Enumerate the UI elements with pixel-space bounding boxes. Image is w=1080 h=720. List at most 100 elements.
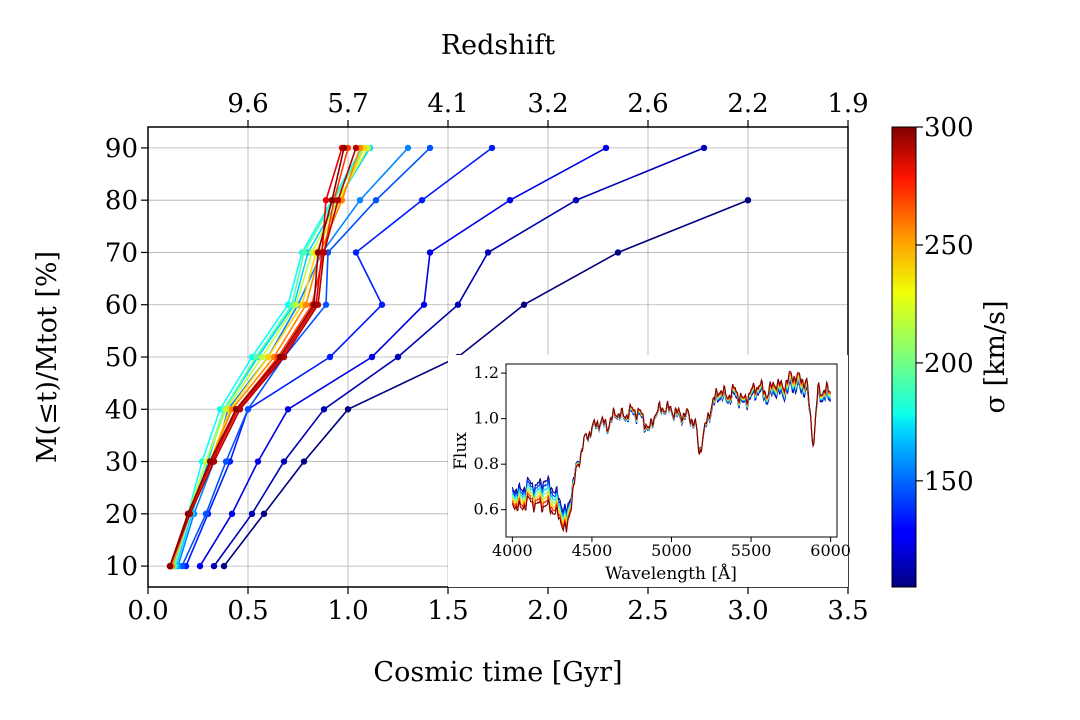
y-axis-label: M(≤t)/Mtot [%] [32, 251, 63, 463]
top-tick-label: 2.6 [627, 89, 668, 119]
data-point [394, 353, 402, 361]
data-point [276, 353, 284, 361]
inset-chart: 4000 4500 5000 5500 6000 0.6 0.8 1.0 1.2 Wavele… [448, 355, 851, 587]
inset-y-tick-label: 1.2 [474, 363, 499, 382]
top-tick-label: 3.2 [527, 89, 568, 119]
data-point [520, 301, 528, 308]
data-point [284, 406, 292, 413]
inset-x-ticks: 4000 4500 5000 5500 6000 [492, 537, 851, 560]
data-point [602, 144, 610, 152]
data-point [484, 249, 492, 256]
data-point [228, 510, 236, 518]
data-point [506, 196, 514, 204]
top-tick-label: 2.2 [727, 89, 768, 119]
x-tick-label: 2.5 [627, 596, 668, 626]
colorbar-tick-label: 200 [924, 349, 974, 379]
series-line [196, 144, 610, 570]
x-tick-label: 1.5 [427, 596, 468, 626]
y-tick-label: 40 [105, 395, 138, 425]
data-point [300, 458, 308, 465]
data-point [300, 249, 308, 256]
y-tick-label: 50 [105, 343, 138, 373]
colorbar: 150 200 250 300 σ [km/s] [891, 113, 1011, 588]
data-point [184, 510, 192, 518]
data-point [292, 301, 300, 308]
data-point [352, 249, 360, 256]
inset-x-tick-label: 5500 [731, 541, 772, 560]
inset-x-tick-label: 6000 [810, 541, 851, 560]
data-point [264, 353, 272, 361]
y-tick-label: 20 [105, 500, 138, 530]
inset-y-tick-label: 0.8 [474, 454, 499, 473]
data-point [426, 144, 434, 152]
data-point [572, 196, 580, 204]
data-point [744, 196, 752, 204]
data-point [378, 301, 386, 308]
y-axis-ticks: 10 20 30 40 50 60 70 80 90 [105, 134, 148, 582]
x-tick-label: 0.5 [227, 596, 268, 626]
data-point [426, 249, 434, 256]
inset-y-ticks: 0.6 0.8 1.0 1.2 [474, 363, 506, 519]
data-point [352, 144, 360, 152]
data-point [320, 406, 328, 413]
colorbar-gradient [891, 126, 917, 588]
top-tick-label: 5.7 [327, 89, 368, 119]
x-axis-ticks: 0.0 0.5 1.0 1.5 2.0 2.5 3.0 3.5 [127, 587, 869, 626]
series-line [210, 144, 708, 570]
series-path [223, 199, 749, 567]
data-point [254, 458, 262, 465]
y-tick-label: 90 [105, 134, 138, 164]
top-tick-label: 4.1 [427, 89, 468, 119]
colorbar-label: σ [km/s] [980, 301, 1011, 414]
x-tick-label: 0.0 [127, 596, 168, 626]
data-point [404, 144, 412, 152]
data-point [372, 196, 380, 204]
data-point [314, 249, 322, 256]
data-point [322, 301, 330, 308]
data-point [356, 196, 364, 204]
data-point [322, 196, 330, 204]
data-point [368, 353, 376, 361]
inset-spectrum-line [511, 370, 832, 533]
inset-series [511, 370, 832, 533]
inset-x-tick-label: 4000 [492, 541, 533, 560]
data-point [340, 144, 348, 152]
colorbar-ticks: 150 200 250 300 [916, 113, 974, 497]
inset-x-tick-label: 4500 [572, 541, 613, 560]
x-tick-label: 1.0 [327, 596, 368, 626]
y-tick-label: 30 [105, 448, 138, 478]
x-tick-label: 3.5 [827, 596, 868, 626]
y-tick-label: 80 [105, 186, 138, 216]
data-point [454, 301, 462, 308]
data-point [196, 562, 204, 570]
data-point [280, 458, 288, 465]
data-point [202, 510, 210, 518]
top-tick-label: 9.6 [227, 89, 268, 119]
y-tick-label: 70 [105, 238, 138, 268]
inset-y-tick-label: 0.6 [474, 500, 499, 519]
main-series [166, 144, 752, 570]
inset-y-label: Flux [451, 432, 471, 470]
data-point [166, 562, 174, 570]
data-point [418, 196, 426, 204]
data-point [222, 458, 230, 465]
top-axis-ticks: 9.6 5.7 4.1 3.2 2.6 2.2 1.9 [227, 89, 869, 127]
x-tick-label: 3.0 [727, 596, 768, 626]
inset-x-tick-label: 5000 [651, 541, 692, 560]
data-point [344, 406, 352, 413]
data-point [328, 196, 336, 204]
top-axis-label: Redshift [441, 30, 555, 61]
data-point [260, 510, 268, 518]
x-axis-label: Cosmic time [Gyr] [373, 657, 622, 688]
data-point [258, 353, 266, 361]
data-point [252, 353, 260, 361]
data-point [326, 353, 334, 361]
colorbar-tick-label: 150 [924, 467, 974, 497]
data-point [420, 301, 428, 308]
colorbar-tick-label: 300 [924, 113, 974, 143]
data-point [700, 144, 708, 152]
data-point [488, 144, 496, 152]
data-point [310, 301, 318, 308]
inset-x-label: Wavelength [Å] [605, 563, 737, 584]
